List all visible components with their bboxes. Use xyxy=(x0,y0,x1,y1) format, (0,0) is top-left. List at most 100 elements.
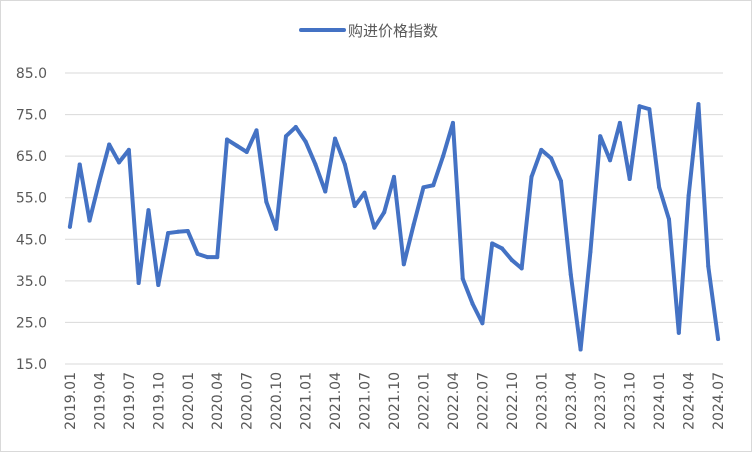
y-tick-label: 55.0 xyxy=(16,191,47,207)
data-point xyxy=(382,210,387,215)
data-point xyxy=(274,226,279,231)
data-point xyxy=(509,258,514,263)
gridlines xyxy=(65,72,723,323)
y-tick-label: 85.0 xyxy=(16,66,47,82)
data-point xyxy=(450,120,455,125)
data-point xyxy=(264,199,269,204)
data-point xyxy=(313,162,318,167)
data-point xyxy=(716,337,721,342)
x-tick-label: 2024.04 xyxy=(682,372,698,430)
legend: 购进价格指数 xyxy=(299,22,438,40)
series-points xyxy=(67,102,721,352)
data-point xyxy=(254,128,259,133)
x-tick-label: 2022.01 xyxy=(416,372,432,430)
data-point xyxy=(598,134,603,139)
data-point xyxy=(195,251,200,256)
data-point xyxy=(303,139,308,144)
data-point xyxy=(500,246,505,251)
data-point xyxy=(441,154,446,159)
x-tick-label: 2022.10 xyxy=(505,372,521,430)
data-point xyxy=(686,193,691,198)
data-point xyxy=(460,276,465,281)
data-point xyxy=(293,125,298,130)
data-point xyxy=(175,229,180,234)
data-point xyxy=(539,147,544,152)
data-point xyxy=(578,347,583,352)
legend-label: 购进价格指数 xyxy=(348,22,438,40)
x-tick-label: 2022.07 xyxy=(475,372,491,430)
data-point xyxy=(342,162,347,167)
data-point xyxy=(362,190,367,195)
data-point xyxy=(156,283,161,288)
x-tick-label: 2020.10 xyxy=(269,372,285,430)
y-axis-tick-labels: 15.0 25.0 35.0 45.0 55.0 65.0 75.0 85.0 xyxy=(16,66,47,373)
data-point xyxy=(519,266,524,271)
y-tick-label: 75.0 xyxy=(16,108,47,124)
x-axis-tick-labels: 2019.01 2019.04 2019.07 2019.10 2020.01 2020.… xyxy=(63,372,727,430)
data-point xyxy=(627,177,632,182)
data-point xyxy=(215,255,220,260)
data-point xyxy=(77,162,82,167)
x-tick-label: 2024.01 xyxy=(652,372,668,430)
series-line xyxy=(67,102,721,352)
data-point xyxy=(666,217,671,222)
x-tick-label: 2019.10 xyxy=(151,372,167,430)
y-tick-label: 65.0 xyxy=(16,149,47,165)
x-tick-label: 2020.04 xyxy=(210,372,226,430)
data-point xyxy=(136,280,141,285)
data-point xyxy=(87,218,92,223)
data-point xyxy=(480,321,485,326)
data-point xyxy=(126,147,131,152)
data-point xyxy=(67,224,72,229)
x-tick-label: 2024.07 xyxy=(711,372,727,430)
data-point xyxy=(676,330,681,335)
data-point xyxy=(588,249,593,254)
data-point xyxy=(117,160,122,165)
data-point xyxy=(225,137,230,142)
data-point xyxy=(401,262,406,267)
data-point xyxy=(558,179,563,184)
x-tick-label: 2021.04 xyxy=(328,372,344,430)
x-tick-label: 2020.07 xyxy=(240,372,256,430)
data-point xyxy=(696,102,701,107)
data-point xyxy=(431,183,436,188)
data-point xyxy=(323,189,328,194)
data-point xyxy=(333,136,338,141)
data-point xyxy=(146,208,151,213)
data-point xyxy=(392,174,396,179)
x-tick-label: 2019.07 xyxy=(122,372,138,430)
x-tick-label: 2021.07 xyxy=(358,372,374,430)
data-point xyxy=(637,104,642,109)
data-point xyxy=(470,301,475,306)
data-point xyxy=(549,156,554,161)
data-point xyxy=(568,272,573,277)
data-point xyxy=(608,158,613,163)
x-tick-label: 2023.10 xyxy=(623,372,639,430)
data-point xyxy=(529,174,534,179)
y-tick-label: 35.0 xyxy=(16,274,47,290)
y-tick-label: 45.0 xyxy=(16,232,47,248)
x-tick-label: 2021.10 xyxy=(387,372,403,430)
data-point xyxy=(352,204,357,209)
data-point xyxy=(185,228,190,233)
data-point xyxy=(657,185,662,190)
data-point xyxy=(283,134,288,139)
series-group xyxy=(67,102,721,352)
y-tick-label: 25.0 xyxy=(16,315,47,331)
data-point xyxy=(205,255,210,260)
x-tick-label: 2021.01 xyxy=(299,372,315,430)
data-point xyxy=(706,264,711,269)
data-point xyxy=(244,149,249,154)
data-point xyxy=(107,142,112,147)
data-point xyxy=(97,179,102,184)
x-tick-label: 2023.04 xyxy=(564,372,580,430)
data-point xyxy=(490,241,495,246)
data-point xyxy=(411,222,416,227)
data-point xyxy=(617,120,622,125)
data-point xyxy=(647,107,652,112)
x-tick-label: 2023.07 xyxy=(593,372,609,430)
x-tick-label: 2023.01 xyxy=(534,372,550,430)
x-tick-label: 2022.04 xyxy=(446,372,462,430)
